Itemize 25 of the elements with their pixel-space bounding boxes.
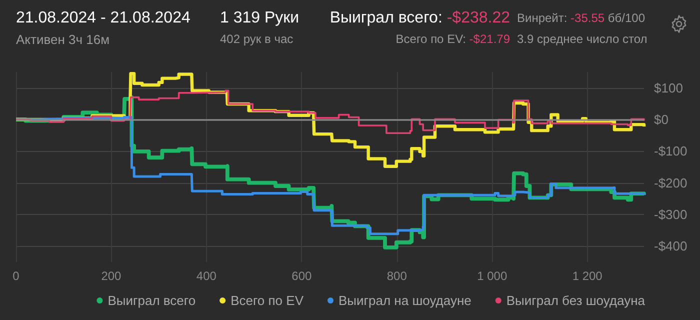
y-tick-label: -$200 xyxy=(654,175,688,190)
x-tick-label: 0 xyxy=(12,269,20,283)
legend-label: Выиграл на шоудауне xyxy=(338,293,472,308)
x-tick-label: 1 000 xyxy=(477,269,508,283)
text: Выиграл всего: -$238.22 xyxy=(330,10,510,26)
x-tick-label: 600 xyxy=(292,269,312,283)
text: Винрейт: -35.55 бб/100 xyxy=(517,11,646,25)
x-tick-label: 400 xyxy=(196,269,217,283)
legend-label: Всего по EV xyxy=(230,293,304,308)
legend-label: Выиграл всего xyxy=(108,293,196,308)
legend-label: Выиграл без шоудауна xyxy=(506,293,646,308)
text: 1 319 Руки xyxy=(220,10,300,26)
text: Всего по EV: -$21.79 xyxy=(396,32,510,46)
x-tick-label: 800 xyxy=(386,269,408,283)
y-tick-label: -$400 xyxy=(654,238,688,254)
y-tick-label: $0 xyxy=(654,112,668,127)
chart-title: 21.08.2024 - 21.08.2024 xyxy=(16,10,190,26)
x-tick-label: 1 200 xyxy=(572,269,603,283)
y-tick-label: -$100 xyxy=(654,144,688,159)
y-tick-label: $100 xyxy=(654,80,683,96)
text: 402 рук в час xyxy=(220,32,294,46)
chart-subtitle: Активен 3ч 16м xyxy=(16,32,110,47)
y-tick-label: -$300 xyxy=(654,207,688,222)
text: 3.9 среднее число стол xyxy=(517,32,648,46)
x-tick-label: 200 xyxy=(101,269,122,283)
